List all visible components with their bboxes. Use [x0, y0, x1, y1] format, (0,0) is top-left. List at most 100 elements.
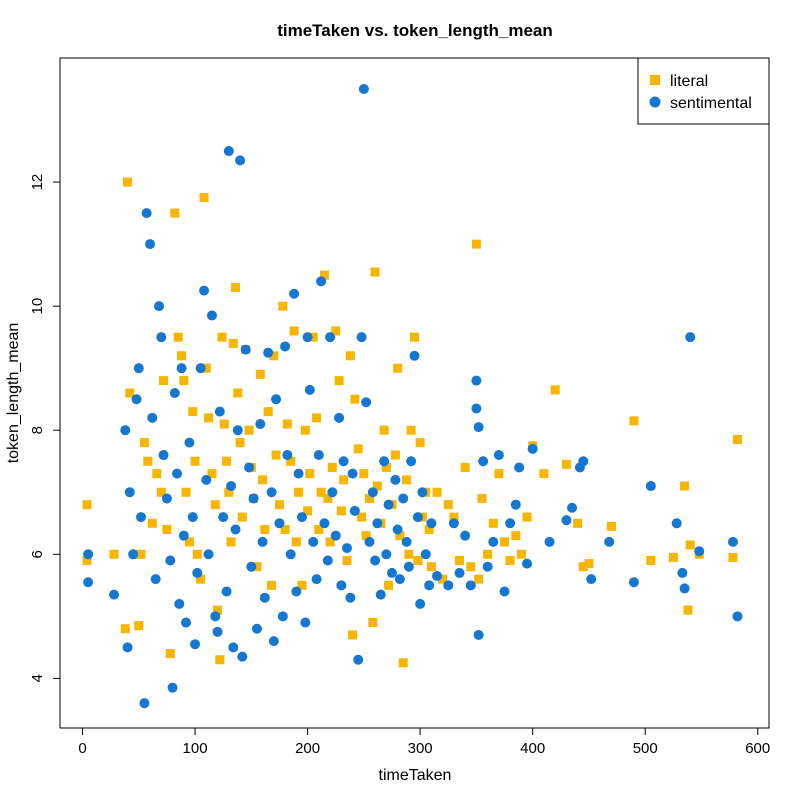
data-point-sentimental	[313, 450, 324, 461]
data-point-sentimental	[478, 456, 489, 467]
data-point-literal	[235, 438, 245, 448]
data-point-literal	[165, 649, 175, 659]
data-point-sentimental	[406, 456, 417, 467]
data-point-literal	[550, 385, 560, 395]
data-point-sentimental	[417, 487, 428, 498]
data-point-literal	[424, 524, 434, 534]
data-point-literal	[350, 394, 360, 404]
data-point-literal	[404, 549, 414, 559]
data-point-sentimental	[645, 481, 656, 492]
data-point-sentimental	[226, 481, 237, 492]
data-point-literal	[353, 444, 363, 454]
data-point-literal	[177, 351, 187, 361]
data-point-sentimental	[192, 567, 203, 578]
data-point-literal	[196, 574, 206, 584]
data-point-sentimental	[375, 589, 386, 600]
data-point-sentimental	[409, 350, 420, 361]
data-point-sentimental	[210, 611, 221, 622]
data-point-sentimental	[349, 505, 360, 516]
data-point-literal	[539, 469, 549, 479]
data-point-sentimental	[341, 543, 352, 554]
data-point-sentimental	[156, 332, 167, 343]
data-point-sentimental	[358, 84, 369, 95]
data-point-literal	[359, 469, 369, 479]
data-point-sentimental	[293, 468, 304, 479]
data-point-sentimental	[195, 363, 206, 374]
data-point-literal	[271, 450, 281, 460]
series-sentimental	[83, 84, 743, 709]
data-point-literal	[357, 512, 367, 522]
data-point-sentimental	[514, 462, 525, 473]
data-point-sentimental	[325, 332, 336, 343]
data-point-sentimental	[448, 518, 459, 529]
data-point-literal	[159, 376, 169, 386]
data-point-literal	[213, 605, 223, 615]
data-point-sentimental	[353, 654, 364, 665]
data-point-literal	[188, 407, 198, 417]
data-point-sentimental	[308, 536, 319, 547]
data-point-literal	[294, 487, 304, 497]
data-point-sentimental	[443, 580, 454, 591]
data-point-literal	[82, 500, 92, 510]
data-point-literal	[269, 351, 279, 361]
data-point-sentimental	[246, 561, 257, 572]
data-point-sentimental	[83, 577, 94, 588]
data-point-sentimental	[122, 642, 133, 653]
data-point-literal	[125, 388, 135, 398]
data-point-literal	[449, 512, 459, 522]
data-point-literal	[732, 435, 742, 445]
data-point-literal	[685, 540, 695, 550]
data-point-literal	[668, 552, 678, 562]
data-point-literal	[331, 326, 341, 336]
data-point-literal	[728, 552, 738, 562]
data-point-literal	[443, 500, 453, 510]
data-point-literal	[646, 556, 656, 565]
data-point-literal	[190, 456, 200, 466]
data-point-literal	[415, 438, 425, 448]
data-point-literal	[219, 419, 229, 429]
data-point-sentimental	[136, 512, 147, 523]
data-point-sentimental	[158, 450, 169, 461]
data-point-literal	[303, 506, 313, 516]
data-point-sentimental	[370, 555, 381, 566]
data-point-sentimental	[471, 403, 482, 414]
data-point-sentimental	[412, 512, 423, 523]
data-point-sentimental	[424, 580, 435, 591]
data-point-literal	[325, 537, 335, 547]
data-point-literal	[316, 487, 326, 497]
data-point-sentimental	[381, 549, 392, 560]
data-point-sentimental	[578, 456, 589, 467]
data-point-literal	[233, 388, 243, 398]
data-point-literal	[402, 475, 412, 485]
data-point-sentimental	[311, 574, 322, 585]
data-point-literal	[393, 363, 403, 373]
data-point-sentimental	[316, 276, 327, 287]
data-point-literal	[286, 456, 296, 466]
data-point-sentimental	[268, 636, 279, 647]
data-point-sentimental	[336, 580, 347, 591]
data-point-literal	[199, 193, 209, 203]
data-point-literal	[466, 562, 476, 572]
data-point-sentimental	[212, 626, 223, 637]
data-point-sentimental	[471, 375, 482, 386]
data-point-literal	[477, 493, 487, 503]
data-point-literal	[395, 531, 405, 541]
data-point-sentimental	[147, 412, 158, 423]
data-point-sentimental	[120, 425, 131, 436]
data-point-literal	[252, 562, 262, 572]
data-point-sentimental	[240, 344, 251, 355]
data-point-sentimental	[322, 555, 333, 566]
data-point-sentimental	[282, 450, 293, 461]
data-point-sentimental	[488, 536, 499, 547]
data-point-literal	[384, 580, 394, 590]
data-point-literal	[237, 512, 247, 522]
data-point-sentimental	[522, 558, 533, 569]
data-point-literal	[255, 369, 265, 379]
data-point-literal	[210, 500, 220, 510]
y-tick-label: 4	[29, 674, 46, 682]
data-point-sentimental	[232, 425, 243, 436]
data-point-sentimental	[679, 583, 690, 594]
data-point-literal	[143, 456, 153, 466]
data-point-sentimental	[161, 493, 172, 504]
